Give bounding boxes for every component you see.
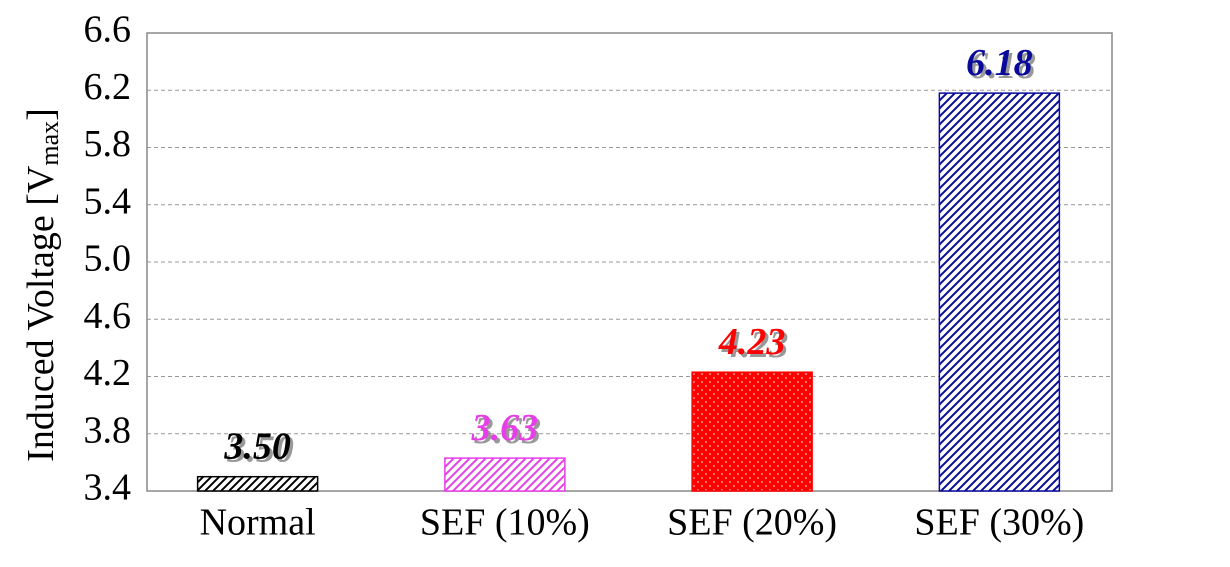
y-axis-label: Induced Voltage [Vmax] <box>20 108 64 462</box>
bar <box>196 475 319 492</box>
y-tick-label: 3.8 <box>84 409 132 451</box>
y-tick-label: 5.8 <box>84 123 132 165</box>
plot-frame <box>146 32 1113 492</box>
x-tick-label: Normal <box>200 502 316 544</box>
y-tick-label: 5.4 <box>84 180 132 222</box>
value-label: 3.50 <box>223 425 291 467</box>
value-label: 6.18 <box>966 42 1033 84</box>
value-label: 4.23 <box>718 321 786 363</box>
value-label-shadow: 4.23 <box>721 324 789 366</box>
x-tick-label: SEF (20%) <box>667 502 837 544</box>
y-tick-label: 6.6 <box>84 9 132 51</box>
bar <box>444 457 566 492</box>
bar <box>938 92 1061 492</box>
value-label-shadow: 3.50 <box>226 428 294 470</box>
y-tick-label: 6.2 <box>84 66 132 108</box>
bar <box>691 371 813 492</box>
y-tick-label: 4.2 <box>84 352 132 394</box>
y-tick-label: 4.6 <box>84 295 132 337</box>
value-label-shadow: 6.18 <box>969 45 1036 87</box>
x-tick-label: SEF (30%) <box>914 502 1084 544</box>
value-label-shadow: 3.63 <box>474 410 542 452</box>
y-tick-label: 3.4 <box>84 467 132 509</box>
y-label-end: ] <box>20 108 62 121</box>
y-label-sub: max <box>35 121 64 166</box>
x-tick-label: SEF (10%) <box>420 502 590 544</box>
y-label-main: Induced Voltage [V <box>20 165 62 462</box>
y-tick-label: 5.0 <box>84 238 132 280</box>
value-label: 3.63 <box>471 407 539 449</box>
